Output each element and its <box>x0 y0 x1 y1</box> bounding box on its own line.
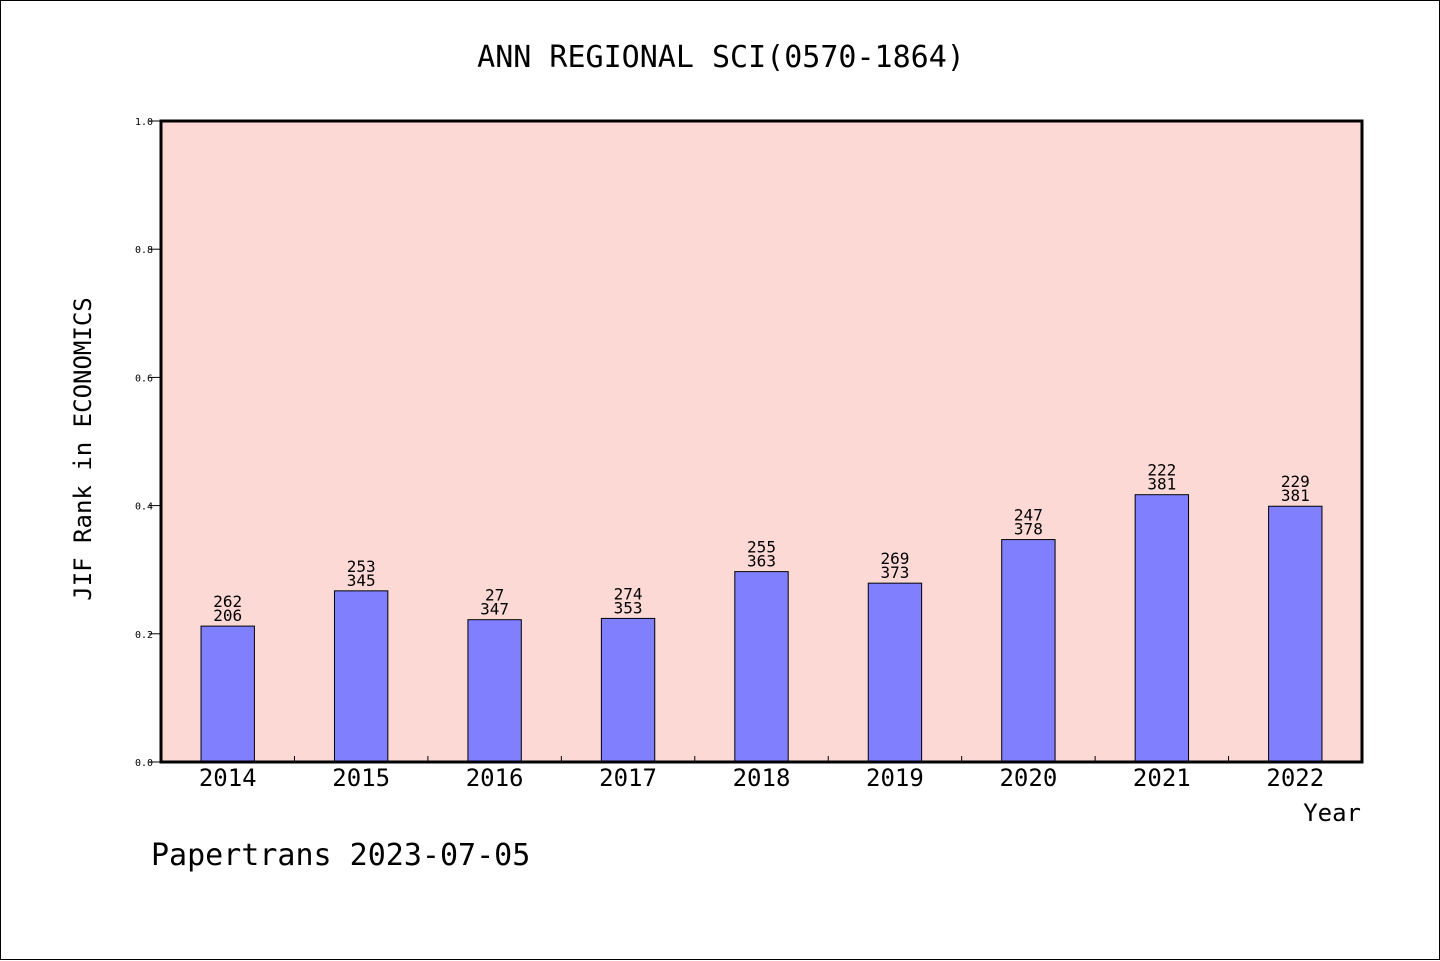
bar-label-total: 381 <box>1281 486 1310 505</box>
y-tick-label: 0.2 <box>135 630 153 641</box>
bar <box>734 571 789 763</box>
chart-title: ANN REGIONAL SCI(0570-1864) <box>477 40 965 75</box>
bar <box>1268 505 1323 763</box>
x-tick-label: 2020 <box>999 764 1057 792</box>
x-tick-label: 2022 <box>1266 764 1324 792</box>
x-axis: 2014 2015 2016 2017 2018 2019 2020 2021 2022 <box>199 756 1324 792</box>
bar-label-total: 363 <box>747 552 776 571</box>
bar-label-rank: 222 <box>1147 461 1176 480</box>
bar-label-total: 373 <box>880 563 909 582</box>
x-tick-label: 2016 <box>466 764 524 792</box>
bar-label-total: 345 <box>347 571 376 590</box>
bar <box>200 625 255 763</box>
bar-label-rank: 274 <box>614 584 643 603</box>
x-tick-label: 2021 <box>1133 764 1191 792</box>
bar-label-rank: 229 <box>1281 472 1310 491</box>
bar <box>1134 494 1190 763</box>
plot-frame <box>159 119 1364 764</box>
y-tick-label: 0.6 <box>135 373 153 384</box>
y-axis-label: JIF Rank in ECONOMICS <box>69 297 97 600</box>
bar-label-rank: 262 <box>213 592 242 611</box>
bar <box>467 619 522 763</box>
bar-label-total: 347 <box>480 600 509 619</box>
y-tick-label: 0.4 <box>135 502 153 513</box>
bar-label-total: 381 <box>1147 475 1176 494</box>
y-tick-label: 0.8 <box>135 245 153 256</box>
bar-label-rank: 27 <box>485 586 504 605</box>
y-tick-label: 0.0 <box>135 758 153 769</box>
x-tick-label: 2017 <box>599 764 657 792</box>
bar-label-rank: 247 <box>1014 506 1043 525</box>
y-axis: 0.0 0.2 0.4 0.6 0.8 1.0 <box>135 117 161 769</box>
footer-watermark: Papertrans 2023-07-05 <box>151 838 530 873</box>
bar <box>333 590 389 763</box>
bar-label-total: 206 <box>213 606 242 625</box>
bar-label-total: 353 <box>614 598 643 617</box>
bar-label-rank: 253 <box>347 557 376 576</box>
x-axis-label: Year <box>1303 799 1361 827</box>
bar-label-rank: 255 <box>747 538 776 557</box>
x-tick-label: 2014 <box>199 764 257 792</box>
bar-label-total: 378 <box>1014 520 1043 539</box>
bar <box>867 582 923 763</box>
bar <box>1001 539 1056 763</box>
y-tick-label: 1.0 <box>135 117 153 128</box>
x-tick-label: 2019 <box>866 764 924 792</box>
x-tick-label: 2015 <box>332 764 390 792</box>
x-tick-label: 2018 <box>733 764 791 792</box>
bar-label-rank: 269 <box>880 549 909 568</box>
bar <box>600 617 656 763</box>
